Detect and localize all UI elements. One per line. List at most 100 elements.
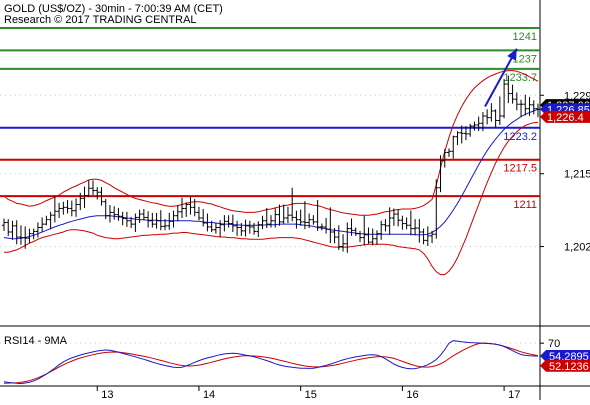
price-candle-42	[180, 197, 184, 218]
price-candle-70	[298, 209, 303, 226]
price-candle-89	[379, 220, 384, 240]
price-candle-115	[489, 103, 494, 122]
price-tick-label-2: 1,202	[564, 242, 590, 254]
price-candle-58	[247, 220, 252, 234]
price-candle-40	[171, 210, 176, 228]
price-candle-117	[497, 96, 502, 125]
price-candle-7	[31, 228, 36, 240]
price-candle-92	[391, 208, 396, 226]
price-candle-104	[442, 149, 447, 168]
price-candle-80	[341, 234, 346, 252]
price-candle-110	[468, 123, 473, 137]
price-candle-96	[408, 210, 413, 236]
price-candle-78	[332, 228, 337, 244]
price-candle-108	[459, 125, 464, 144]
price-candle-54	[230, 214, 235, 232]
price-candle-51	[218, 220, 223, 238]
price-candle-5	[23, 226, 28, 249]
price-candle-33	[141, 209, 146, 221]
price-candle-50	[213, 223, 218, 234]
level-label-3: 1223.2	[503, 131, 537, 143]
price-candle-105	[447, 148, 451, 157]
price-candle-90	[383, 219, 388, 232]
price-candle-76	[324, 217, 329, 234]
price-tag-label: 1,226.4	[547, 112, 584, 124]
copyright-notice: Research © 2017 TRADING CENTRAL	[4, 14, 197, 26]
level-label-5: 1211	[513, 199, 537, 211]
price-candle-36	[154, 212, 159, 229]
price-candle-19	[82, 186, 87, 208]
price-candle-87	[370, 228, 375, 246]
price-candle-47	[201, 209, 206, 227]
price-tick-label-1: 1,215	[564, 169, 590, 181]
price-candle-121	[514, 92, 519, 111]
price-candle-69	[294, 210, 299, 229]
price-candle-45	[192, 198, 197, 217]
price-candle-49	[209, 220, 214, 232]
price-candle-64	[273, 208, 278, 228]
price-candle-44	[188, 196, 193, 215]
price-candle-17	[74, 198, 79, 217]
price-candle-77	[328, 207, 333, 244]
price-candle-22	[95, 187, 100, 200]
price-candle-65	[277, 204, 282, 226]
level-label-2: 1233.7	[503, 72, 537, 84]
price-candle-120	[510, 84, 515, 104]
price-candle-21	[91, 180, 95, 195]
level-label-0: 1241	[513, 31, 537, 43]
price-candle-56	[239, 223, 244, 236]
price-candle-97	[413, 219, 418, 236]
price-candle-55	[235, 220, 240, 236]
price-candle-26	[112, 206, 117, 220]
price-candle-66	[281, 204, 286, 224]
price-candle-107	[455, 131, 460, 146]
bollinger-lower-line	[4, 121, 539, 276]
price-candle-11	[48, 211, 53, 230]
time-tick-label-0: 13	[101, 389, 113, 400]
level-label-1: 1237	[513, 53, 537, 65]
price-candle-10	[44, 215, 49, 226]
price-candle-93	[396, 209, 401, 227]
price-candle-88	[374, 230, 379, 245]
price-tag-bg	[540, 110, 590, 123]
rsi-tag-ma: 52.1236	[540, 359, 590, 373]
price-candle-61	[260, 215, 265, 230]
price-candle-73	[311, 215, 316, 225]
price-candle-111	[472, 121, 477, 131]
level-label-4: 1217.5	[503, 163, 537, 175]
price-candle-85	[362, 215, 367, 246]
price-candle-103	[438, 155, 443, 193]
rsi-panel-title: RSI14 - 9MA	[4, 335, 68, 347]
price-candle-95	[404, 217, 409, 230]
price-tag-lower: 1,226.4	[540, 110, 590, 124]
price-candle-86	[366, 227, 371, 244]
price-candle-12	[52, 196, 57, 223]
price-candle-82	[349, 218, 354, 236]
price-candle-37	[158, 210, 163, 231]
price-candle-29	[124, 211, 129, 227]
rsi-tag-bg	[540, 359, 590, 372]
price-candle-27	[116, 207, 121, 221]
price-candle-124	[527, 96, 532, 116]
price-candle-60	[256, 221, 261, 238]
price-candle-113	[480, 112, 485, 132]
rsi-tag-bg	[540, 349, 590, 362]
price-candle-25	[107, 205, 112, 223]
price-candle-15	[65, 200, 70, 214]
price-candle-39	[167, 212, 172, 230]
price-candle-116	[493, 109, 498, 128]
price-candle-57	[243, 219, 248, 237]
price-candle-2	[10, 220, 15, 240]
time-tick-label-2: 15	[305, 389, 317, 400]
price-candle-101	[430, 230, 435, 244]
forecast-arrow-head	[507, 48, 517, 61]
price-candle-32	[137, 209, 142, 224]
price-candle-3	[14, 220, 19, 245]
price-candle-114	[485, 109, 490, 125]
price-candle-30	[129, 216, 134, 229]
price-candle-62	[264, 207, 269, 229]
price-candle-59	[252, 223, 257, 235]
price-candle-94	[400, 215, 405, 230]
